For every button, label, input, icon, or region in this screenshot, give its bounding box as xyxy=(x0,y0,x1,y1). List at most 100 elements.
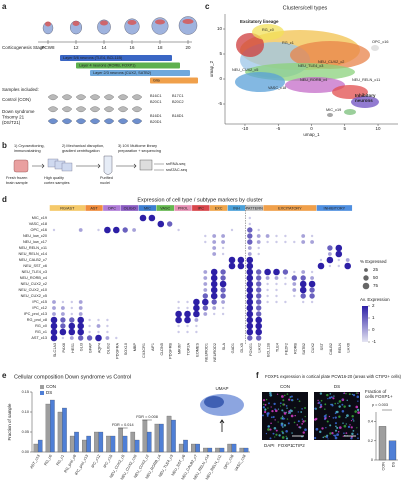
size-legend-title: % Expressed xyxy=(360,259,387,264)
item-label: Purified xyxy=(100,176,113,180)
fraction-label: cells FOXP1+ xyxy=(365,394,393,399)
nucleus xyxy=(352,418,354,421)
expression-dot xyxy=(309,293,315,299)
bar xyxy=(118,427,123,453)
nucleus xyxy=(273,402,276,406)
bar xyxy=(154,423,160,453)
category-label: AST_c13 xyxy=(30,454,41,470)
nucleus xyxy=(317,402,319,404)
stain-label: CTIP2 xyxy=(292,443,305,448)
gene-label: OLIG2 xyxy=(106,343,110,354)
expression-dot xyxy=(255,316,262,324)
expression-dot xyxy=(203,288,208,292)
category-label: OPC_c16 xyxy=(223,454,235,470)
section-icon xyxy=(103,106,115,113)
group-label: INHIBITORY xyxy=(324,206,346,210)
expression-dot xyxy=(264,268,271,276)
expression-dot xyxy=(292,288,297,292)
expression-dot xyxy=(301,270,306,274)
expression-dot xyxy=(246,280,254,288)
expression-dot xyxy=(266,288,269,292)
gene-label: LHX2 xyxy=(258,343,262,353)
nucleus xyxy=(262,398,266,402)
cluster-row-label: IPC_c15 xyxy=(32,300,47,304)
nucleus xyxy=(281,426,284,428)
section-icon xyxy=(131,106,143,113)
cluster-row-label: NEU_low_c20 xyxy=(23,234,47,238)
colorbar-label: -1 xyxy=(372,339,376,344)
nucleus xyxy=(314,418,317,421)
cluster-label: VASC_c18 xyxy=(268,86,286,90)
size-legend-dot xyxy=(363,275,369,281)
gene-label: CLDN5 xyxy=(160,343,164,355)
cluster-row-label: RG_prol_c8 xyxy=(27,318,47,322)
expression-dot xyxy=(221,252,225,256)
nucleus xyxy=(294,407,296,409)
expression-dot xyxy=(219,280,227,288)
bar xyxy=(33,443,39,453)
expression-dot xyxy=(78,335,84,341)
expression-dot xyxy=(257,252,260,256)
arrow xyxy=(116,163,137,169)
expression-dot xyxy=(257,228,260,232)
nucleus xyxy=(330,396,333,399)
expression-dot xyxy=(60,306,65,310)
cluster-cloud xyxy=(235,72,285,92)
expression-dot xyxy=(293,270,296,274)
nucleus xyxy=(343,392,346,394)
expression-dot xyxy=(210,292,218,300)
item-label: brain sample xyxy=(6,181,28,185)
nucleus xyxy=(330,403,332,406)
x-tick-label: 10 xyxy=(376,126,382,131)
expression-dot xyxy=(184,310,191,318)
expression-dot xyxy=(265,234,270,238)
expression-dot xyxy=(97,228,100,232)
pcw-label: 16 xyxy=(129,45,135,50)
expression-dot xyxy=(139,214,147,222)
bar xyxy=(130,431,136,453)
nucleus xyxy=(265,432,268,435)
expression-dot xyxy=(344,262,352,270)
nucleus xyxy=(267,425,270,428)
nucleus xyxy=(350,420,353,422)
nucleus xyxy=(296,424,299,426)
nucleus xyxy=(323,415,327,418)
bar xyxy=(122,435,128,453)
group-label: EXC xyxy=(215,206,223,210)
expression-dot xyxy=(248,216,252,220)
nucleus xyxy=(273,426,277,430)
expression-dot xyxy=(221,300,226,304)
nucleus xyxy=(337,402,339,404)
nucleus xyxy=(334,402,336,405)
gene-label: FOXG1 xyxy=(249,343,253,356)
panel-label: e xyxy=(2,371,7,380)
expression-dot xyxy=(299,286,307,294)
bar xyxy=(195,443,200,453)
nucleus xyxy=(285,435,287,438)
expression-dot xyxy=(246,322,254,330)
expression-dot xyxy=(221,312,225,316)
nucleus xyxy=(357,392,359,394)
nucleus xyxy=(357,411,360,415)
expression-dot xyxy=(115,336,118,340)
cluster-label: NEU_CUX2_c2 xyxy=(318,60,344,64)
brain-region xyxy=(127,20,137,25)
expression-dot xyxy=(246,262,254,270)
nucleus xyxy=(282,403,285,406)
expression-dot xyxy=(291,275,297,281)
ds-label: Trisomy 21 xyxy=(2,115,25,120)
gene-label: CX3CR1 xyxy=(142,343,146,358)
gene-label: SLC1A3 xyxy=(53,343,57,357)
expression-dot xyxy=(284,276,287,280)
nucleus xyxy=(277,421,279,423)
nucleus xyxy=(266,412,269,416)
group-label: RG/AST xyxy=(60,206,75,210)
nucleus xyxy=(335,425,337,428)
category-label: RG_c0 xyxy=(44,454,53,466)
cluster-cloud xyxy=(290,41,370,69)
expression-dot xyxy=(246,310,254,318)
y-tick-label: -5 xyxy=(218,101,222,106)
nucleus xyxy=(279,405,282,407)
expression-dot xyxy=(77,322,84,330)
